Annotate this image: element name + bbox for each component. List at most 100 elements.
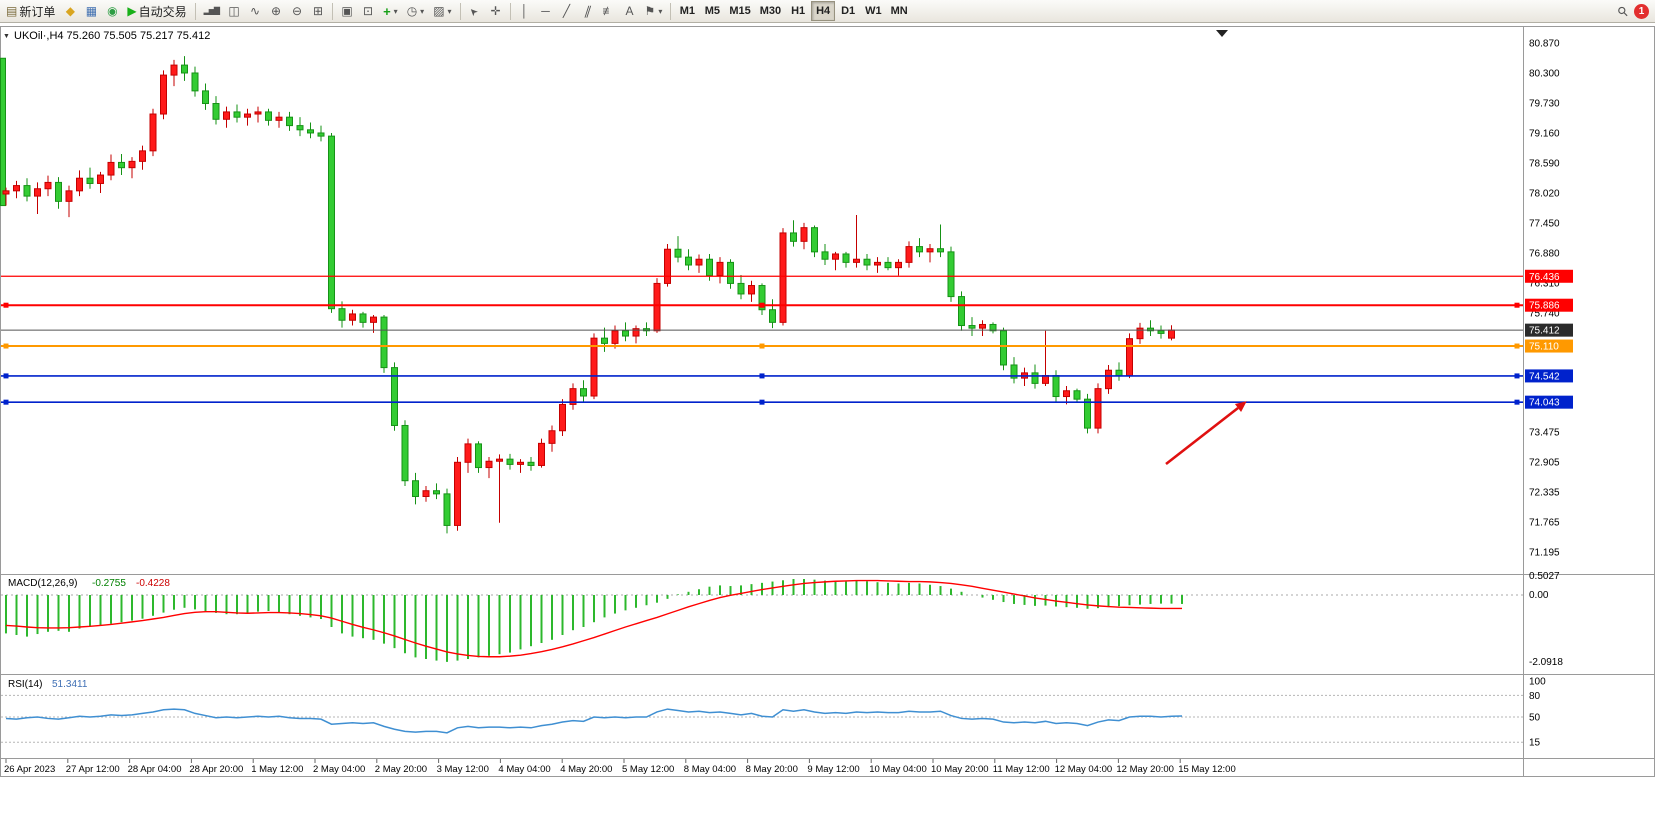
edge-candle	[0, 57, 6, 207]
templates-icon: ▨	[433, 4, 445, 18]
horizontal-line-button[interactable]: ─	[536, 1, 556, 21]
autotrade-play-icon: ▶	[127, 4, 137, 18]
new-order-label: 新订单	[19, 4, 56, 19]
timeframe-h4-button[interactable]: H4	[811, 1, 836, 21]
date-label: 9 May 12:00	[807, 764, 859, 775]
templates-button[interactable]: ▨ ▾	[429, 1, 455, 21]
price-badge	[1525, 269, 1573, 283]
hline-handle[interactable]	[1514, 343, 1520, 349]
price-badge	[1525, 339, 1573, 353]
hline-handle[interactable]	[3, 343, 9, 349]
timeframe-h1-button[interactable]: H1	[786, 1, 810, 21]
date-label: 1 May 12:00	[251, 764, 303, 775]
date-label: 2 May 20:00	[375, 764, 427, 775]
price-scale-label: 77.450	[1529, 218, 1560, 229]
date-label: 10 May 20:00	[931, 764, 989, 775]
hline-handle[interactable]	[3, 373, 9, 379]
hline-handle[interactable]	[759, 373, 765, 379]
horizontal-line-icon: ─	[541, 4, 550, 18]
hline-handle[interactable]	[1514, 373, 1520, 379]
channel-icon: ∥	[582, 4, 593, 18]
search-button[interactable]: ⚲	[1613, 1, 1633, 21]
rsi-scale-label: 15	[1529, 738, 1541, 749]
date-label: 12 May 04:00	[1055, 764, 1113, 775]
zoom-out-button[interactable]: ⊖	[287, 1, 307, 21]
new-order-button[interactable]: ▤ 新订单	[2, 1, 59, 21]
hline-handle[interactable]	[3, 399, 9, 405]
cascade-windows-icon: ⊡	[363, 4, 374, 18]
date-label: 28 Apr 20:00	[189, 764, 243, 775]
price-scale-label: 73.475	[1529, 428, 1560, 439]
arrange-windows-button[interactable]: ▣	[337, 1, 357, 21]
vertical-line-button[interactable]: │	[515, 1, 535, 21]
toolbar-separator	[459, 2, 461, 20]
price-scale-label: 80.870	[1529, 39, 1560, 50]
profiles-button[interactable]: ◷ ▾	[403, 1, 429, 21]
charts-group-button[interactable]: ▦	[81, 1, 101, 21]
price-scale-label: 71.195	[1529, 548, 1560, 559]
chevron-down-icon: ▾	[420, 6, 425, 16]
chart-shift-marker[interactable]	[1216, 30, 1228, 37]
hline-handle[interactable]	[1514, 399, 1520, 405]
search-icon: ⚲	[1614, 2, 1632, 20]
timeframe-m5-button[interactable]: M5	[700, 1, 724, 21]
hline-handle[interactable]	[759, 343, 765, 349]
trend-arrow[interactable]	[1165, 406, 1239, 466]
bar-chart-button[interactable]: ▂▅▇	[200, 1, 223, 21]
date-label: 5 May 12:00	[622, 764, 674, 775]
price-badge-label: 75.886	[1529, 301, 1560, 312]
cursor-button[interactable]: ➤	[465, 1, 485, 21]
date-label: 28 Apr 04:00	[128, 764, 182, 775]
text-tool-button[interactable]: A	[620, 1, 640, 21]
market-watch-icon: ◆	[65, 4, 75, 18]
date-label: 10 May 04:00	[869, 764, 927, 775]
trend-arrow-head[interactable]	[1234, 401, 1247, 412]
price-badge	[1525, 369, 1573, 383]
chevron-down-icon: ▾	[658, 6, 663, 16]
price-scale-label: 78.590	[1529, 158, 1560, 169]
arrows-tool-button[interactable]: ⚑ ▾	[641, 1, 667, 21]
charts-group-icon: ▦	[85, 4, 98, 18]
macd-label: MACD(12,26,9)	[8, 578, 77, 589]
window-collapse-icon[interactable]: ▼	[3, 33, 10, 40]
navigator-button[interactable]: ◉	[102, 1, 122, 21]
price-scale-label: 71.765	[1529, 518, 1560, 529]
macd-scale-label: -2.0918	[1529, 657, 1563, 668]
notification-badge[interactable]: 1	[1634, 3, 1649, 19]
crosshair-icon: ✛	[490, 4, 501, 18]
cascade-windows-button[interactable]: ⊡	[358, 1, 378, 21]
bar-chart-icon: ▂▅▇	[203, 6, 221, 15]
channel-button[interactable]: ∥	[578, 1, 598, 21]
timeframe-m30-button[interactable]: M30	[756, 1, 785, 21]
price-scale-label: 72.905	[1529, 458, 1560, 469]
crosshair-button[interactable]: ✛	[486, 1, 506, 21]
price-scale-label: 76.310	[1529, 278, 1560, 289]
price-scale-label: 79.160	[1529, 128, 1560, 139]
price-badge-label: 74.043	[1529, 398, 1560, 409]
price-badge	[1525, 395, 1573, 409]
timeframe-mn-button[interactable]: MN	[887, 1, 912, 21]
line-chart-button[interactable]: ∿	[245, 1, 265, 21]
zoom-out-icon: ⊖	[292, 4, 303, 18]
timeframe-w1-button[interactable]: W1	[861, 1, 886, 21]
timeframe-m15-button[interactable]: M15	[725, 1, 754, 21]
hline-handle[interactable]	[3, 302, 9, 308]
new-chart-button[interactable]: + ▾	[379, 1, 402, 21]
fibonacci-button[interactable]: ≢	[599, 1, 619, 21]
cursor-icon: ➤	[467, 4, 482, 19]
date-label: 8 May 04:00	[684, 764, 736, 775]
tile-windows-button[interactable]: ⊞	[308, 1, 328, 21]
toolbar-separator	[509, 2, 511, 20]
hline-handle[interactable]	[759, 302, 765, 308]
chart-area[interactable]: ▼ UKOil·,H4 75.260 75.505 75.217 75.412 80…	[0, 23, 1655, 827]
zoom-in-button[interactable]: ⊕	[266, 1, 286, 21]
timeframe-d1-button[interactable]: D1	[836, 1, 860, 21]
market-watch-button[interactable]: ◆	[60, 1, 80, 21]
trendline-button[interactable]: ╱	[557, 1, 577, 21]
candlestick-button[interactable]: ◫	[224, 1, 244, 21]
timeframe-m1-button[interactable]: M1	[675, 1, 699, 21]
hline-handle[interactable]	[1514, 302, 1520, 308]
navigator-icon: ◉	[107, 4, 118, 18]
auto-trading-button[interactable]: ▶ 自动交易	[123, 1, 190, 21]
hline-handle[interactable]	[759, 399, 765, 405]
